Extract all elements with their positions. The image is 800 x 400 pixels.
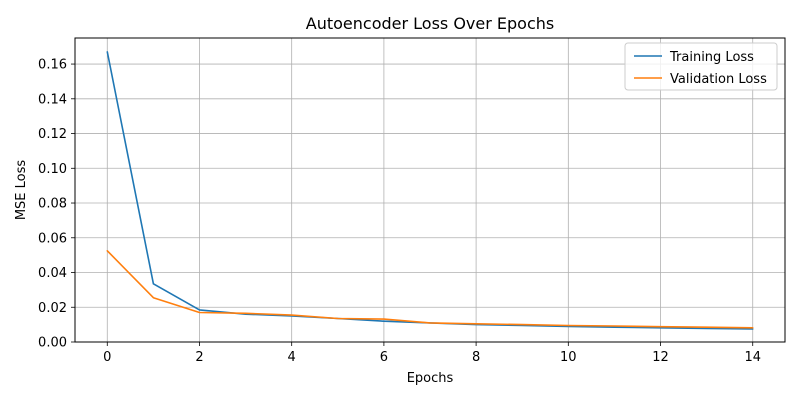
plot-frame (74, 37, 786, 343)
x-tick-label: 12 (652, 350, 669, 365)
y-tick-label: 0.04 (38, 266, 67, 281)
x-tick-label: 0 (103, 350, 111, 365)
x-tick-label: 6 (380, 350, 388, 365)
y-tick-label: 0.12 (38, 127, 67, 142)
series-line-training (106, 51, 754, 330)
y-tick-label: 0.16 (38, 58, 67, 73)
y-tick-label: 0.02 (38, 301, 67, 316)
y-tick-label: 0.00 (38, 336, 67, 351)
x-tick-label: 2 (195, 350, 203, 365)
y-tick-label: 0.14 (38, 92, 67, 107)
x-tick-label: 14 (744, 350, 761, 365)
y-tick-label: 0.08 (38, 197, 67, 212)
x-tick-label: 8 (472, 350, 480, 365)
chart-title: Autoencoder Loss Over Epochs (306, 14, 554, 33)
legend: Training Loss Validation Loss (624, 42, 778, 91)
x-axis-title: Epochs (407, 371, 454, 386)
x-tick-label: 4 (288, 350, 296, 365)
legend-label-training: Training Loss (669, 50, 754, 65)
y-tick-label: 0.10 (38, 162, 67, 177)
series-line-validation (106, 250, 754, 329)
legend-box (624, 42, 778, 91)
x-tick-label: 10 (560, 350, 577, 365)
legend-label-validation: Validation Loss (670, 72, 767, 87)
tick-layer: 0 2 4 6 8 10 12 14 0.00 0.02 0.04 0.06 0.08 0.10 0.12 0… (38, 58, 761, 365)
y-tick-label: 0.06 (38, 231, 67, 246)
grid-layer (75, 38, 785, 343)
y-axis-title: MSE Loss (14, 160, 29, 221)
series-layer (106, 51, 754, 330)
